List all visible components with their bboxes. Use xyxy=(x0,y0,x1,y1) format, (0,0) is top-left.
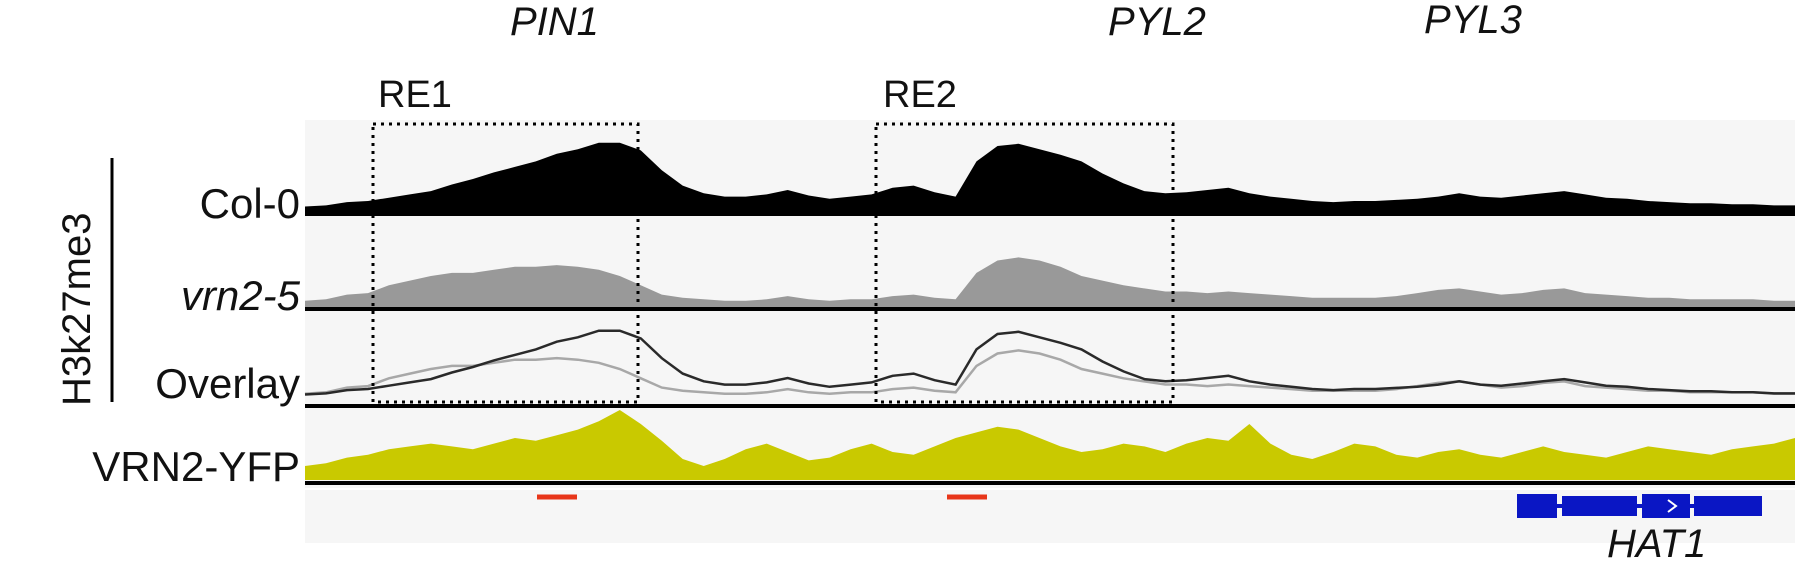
region-label-re1: RE1 xyxy=(378,74,452,116)
overlay-col0-line xyxy=(304,329,1795,396)
hat1-exon-2 xyxy=(1562,496,1637,516)
region-label-re2: RE2 xyxy=(883,74,957,116)
vrn2-signal-area xyxy=(305,257,1795,307)
track-layer xyxy=(304,120,1795,543)
hat1-strand-arrow-icon xyxy=(1667,499,1678,513)
track-label-overlay: Overlay xyxy=(155,360,300,407)
gene-label-pyl2: PYL2 xyxy=(1108,0,1206,44)
histone-mark-label: H3k27me3 xyxy=(55,212,99,406)
vrn2yfp-signal-area xyxy=(305,410,1795,480)
hat1-exon-4 xyxy=(1694,496,1762,516)
overlay-vrn2-line xyxy=(304,349,1795,396)
region-box-re2 xyxy=(874,122,1175,404)
gene-label-hat1: HAT1 xyxy=(1607,522,1707,566)
track-label-vrn2: vrn2-5 xyxy=(180,272,300,319)
genome-browser-figure xyxy=(110,120,1795,543)
track-label-col0: Col-0 xyxy=(199,180,300,227)
hat1-exon-3 xyxy=(1642,494,1690,518)
gene-label-pyl3: PYL3 xyxy=(1424,0,1522,42)
gene-label-pin1: PIN1 xyxy=(510,0,599,44)
col0-signal-area xyxy=(305,142,1795,212)
annotation-layer xyxy=(110,122,1762,518)
hat1-exon-1 xyxy=(1517,494,1557,518)
region-box-re1 xyxy=(371,122,640,404)
track-label-vrn2yfp: VRN2-YFP xyxy=(92,443,300,490)
